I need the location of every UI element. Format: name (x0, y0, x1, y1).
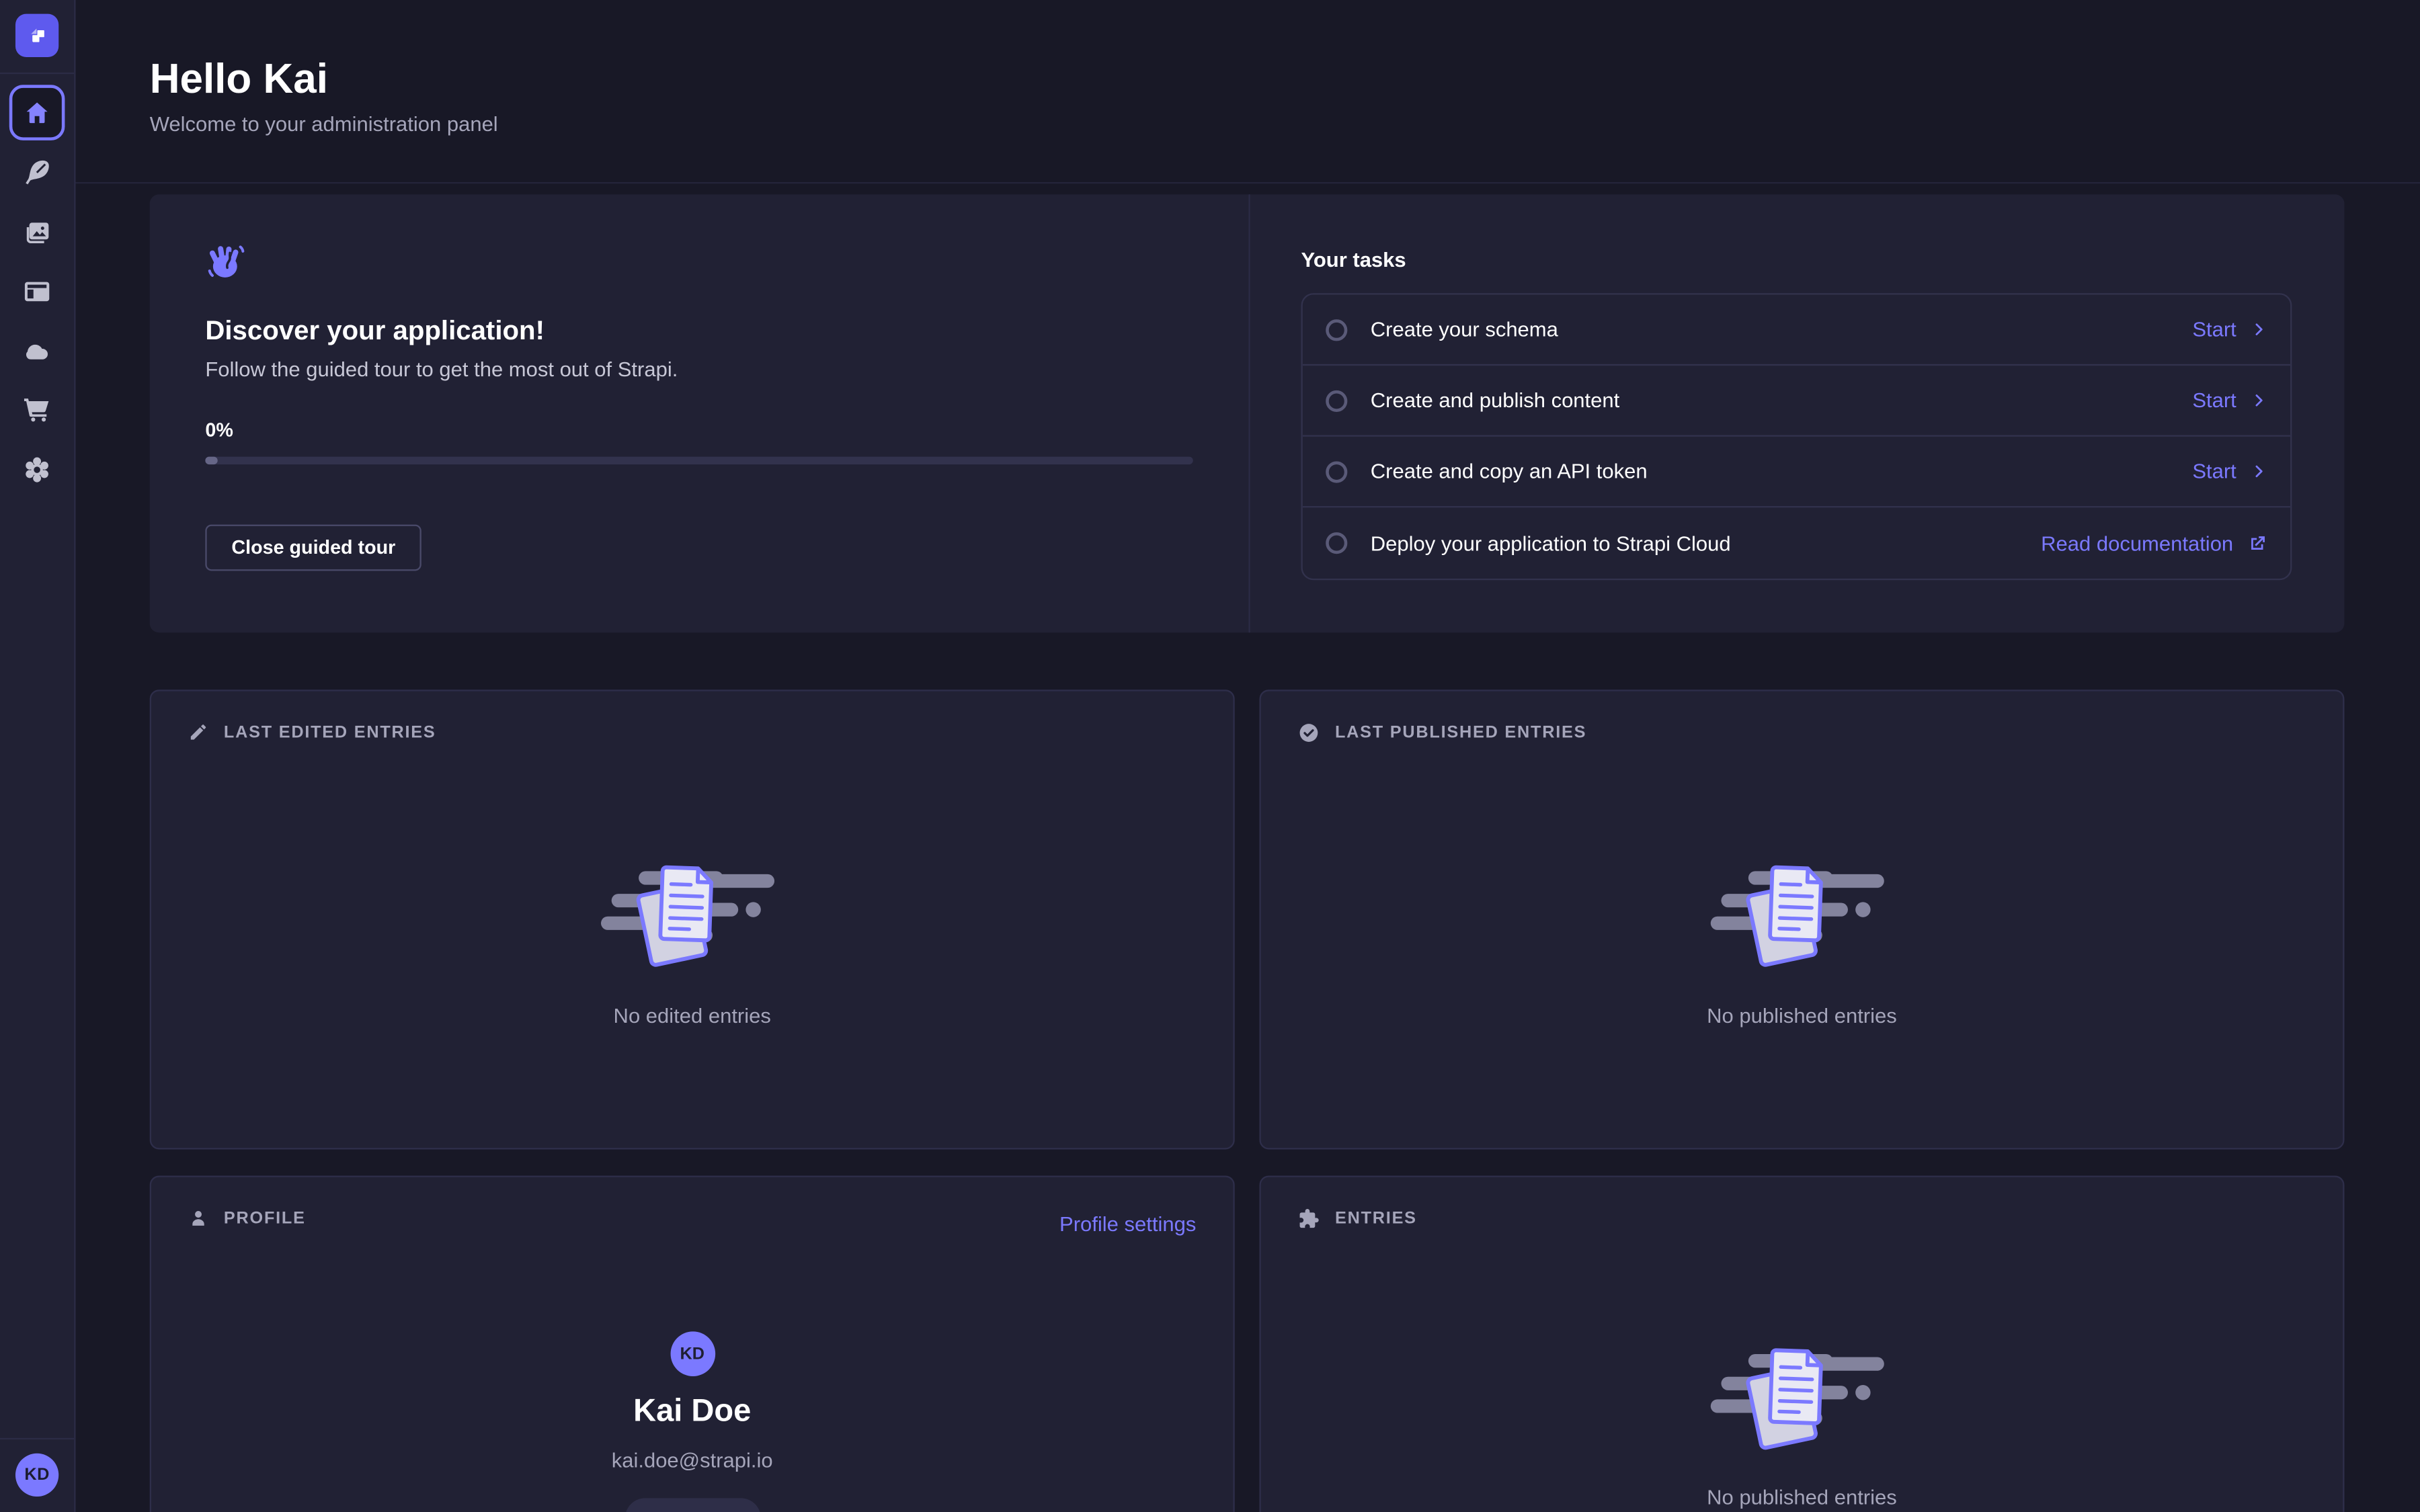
task-label: Deploy your application to Strapi Cloud (1370, 531, 1731, 555)
task-action-label: Read documentation (2041, 531, 2234, 555)
widget-title: PROFILE (223, 1208, 306, 1228)
images-icon (26, 222, 49, 243)
task-label: Create and publish content (1370, 388, 1620, 413)
page-subtitle: Welcome to your administration panel (149, 112, 498, 136)
task-status-circle (1326, 460, 1348, 482)
strapi-logo-icon (30, 28, 44, 42)
guided-tour-title: Discover your application! (205, 314, 544, 346)
sidebar-item-home[interactable] (9, 85, 65, 140)
profile-email: kai.doe@strapi.io (611, 1448, 773, 1472)
page-title: Hello Kai (149, 55, 328, 102)
sidebar-item-content-manager[interactable] (22, 157, 52, 188)
profile-avatar: KD (670, 1331, 715, 1376)
task-start-link[interactable]: Start (2192, 460, 2267, 483)
sidebar-item-marketplace[interactable] (22, 393, 52, 424)
last-edited-entries-card: LAST EDITED ENTRIES (149, 689, 1235, 1150)
widget-title: LAST PUBLISHED ENTRIES (1334, 723, 1587, 743)
progress-fill (205, 456, 218, 465)
widget-header: LAST EDITED ENTRIES (188, 722, 436, 742)
task-label: Create and copy an API token (1370, 460, 1648, 483)
widget-title: LAST EDITED ENTRIES (223, 722, 436, 742)
cloud-icon (26, 343, 48, 359)
task-start-link[interactable]: Start (2192, 389, 2267, 412)
progress-bar (205, 456, 1193, 465)
sidebar-divider (0, 1437, 75, 1440)
chevron-right-icon (2255, 394, 2263, 407)
home-icon (26, 102, 48, 124)
task-start-link[interactable]: Start (2192, 318, 2267, 341)
sidebar-item-media-library[interactable] (22, 218, 52, 249)
header-divider (75, 181, 2420, 184)
sidebar-item-deploy[interactable] (22, 335, 52, 366)
puzzle-icon (1299, 1209, 1319, 1228)
chevron-right-icon (2255, 465, 2263, 478)
gear-icon (26, 456, 48, 482)
guided-tour-card: Discover your application! Follow the gu… (149, 194, 2345, 633)
layout-icon (24, 282, 50, 302)
widget-title: ENTRIES (1334, 1209, 1417, 1228)
main-content: Hello Kai Welcome to your administration… (75, 0, 2420, 1512)
profile-settings-link[interactable]: Profile settings (1059, 1212, 1197, 1236)
external-link-icon (2251, 535, 2265, 549)
feather-icon (26, 160, 49, 185)
empty-documents-illustration (1709, 1348, 1884, 1450)
entries-card: ENTRIES (1259, 1175, 2345, 1512)
tasks-list: Create your schema Start Create and publ… (1301, 293, 2292, 581)
profile-role-badge (624, 1498, 760, 1512)
guided-tour-subtitle: Follow the guided tour to get the most o… (205, 358, 678, 382)
widget-header: LAST PUBLISHED ENTRIES (1298, 722, 1586, 743)
task-status-circle (1326, 389, 1348, 411)
task-read-documentation-link[interactable]: Read documentation (2041, 532, 2267, 554)
waving-hand-icon (208, 245, 245, 278)
progress-label: 0% (205, 419, 233, 442)
last-published-entries-card: LAST PUBLISHED ENTRIES (1259, 689, 2345, 1150)
sidebar-user-avatar[interactable]: KD (15, 1453, 59, 1497)
task-row-create-schema: Create your schema Start (1302, 295, 2291, 366)
task-action-label: Start (2192, 460, 2236, 483)
widget-header: ENTRIES (1298, 1208, 1417, 1230)
empty-state-text: No published entries (1707, 1004, 1897, 1028)
chevron-right-icon (2255, 323, 2263, 335)
task-label: Create your schema (1370, 317, 1558, 341)
empty-state-text: No edited entries (613, 1004, 771, 1028)
pencil-icon (190, 724, 206, 740)
task-status-circle (1326, 319, 1348, 341)
empty-documents-illustration (1709, 865, 1884, 967)
person-icon (192, 1211, 204, 1226)
sidebar-item-content-type-builder[interactable] (22, 276, 52, 307)
sidebar-item-settings[interactable] (22, 454, 52, 485)
profile-name: Kai Doe (633, 1393, 752, 1429)
close-guided-tour-button[interactable]: Close guided tour (205, 524, 422, 571)
task-row-deploy-cloud: Deploy your application to Strapi Cloud … (1303, 507, 2290, 579)
sidebar: KD (0, 0, 76, 1512)
empty-documents-illustration (600, 865, 774, 967)
empty-state-text: No published entries (1707, 1485, 1897, 1509)
cart-icon (24, 398, 49, 422)
your-tasks-title: Your tasks (1301, 248, 1406, 272)
widget-header: PROFILE (188, 1208, 306, 1228)
task-row-publish-content: Create and publish content Start (1302, 366, 2291, 437)
task-action-label: Start (2192, 317, 2236, 341)
sidebar-divider (0, 72, 75, 75)
task-status-circle (1326, 532, 1348, 554)
task-action-label: Start (2192, 388, 2236, 413)
strapi-logo[interactable] (15, 13, 59, 57)
profile-card: PROFILE Profile settings KD Kai Doe kai.… (149, 1175, 1235, 1512)
card-vertical-divider (1248, 194, 1250, 633)
task-row-api-token: Create and copy an API token Start (1302, 437, 2291, 508)
check-circle-icon (1299, 724, 1318, 742)
